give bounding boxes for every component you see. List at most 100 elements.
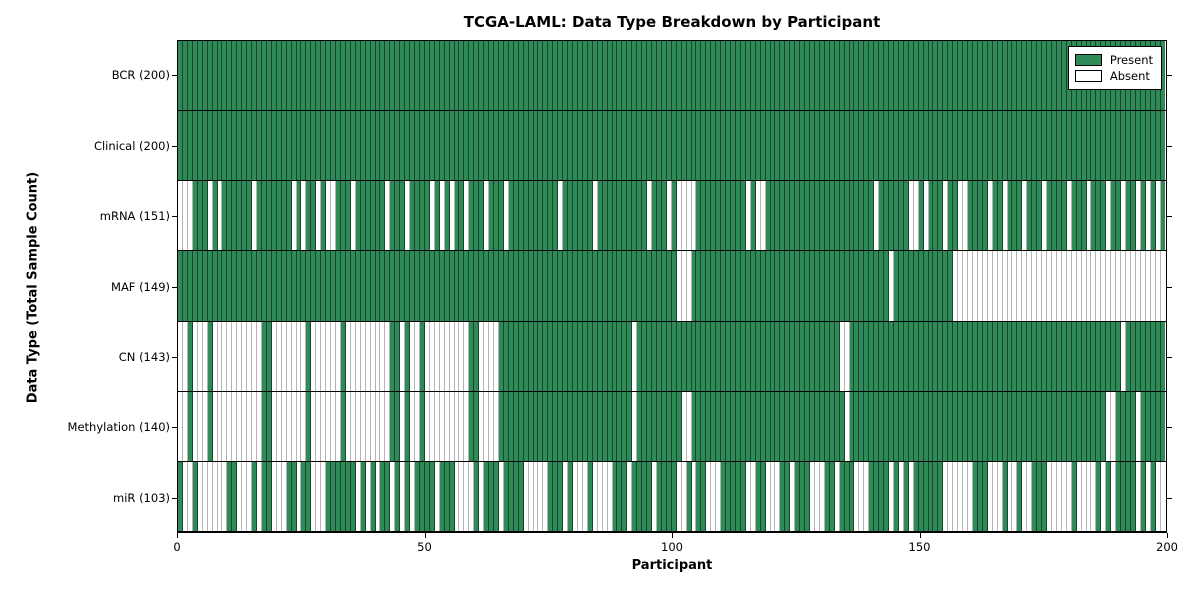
heatmap-cell <box>405 251 411 321</box>
heatmap-cell <box>691 461 697 531</box>
heatmap-cell <box>726 181 731 251</box>
heatmap-cell <box>271 461 277 531</box>
heatmap-cell <box>247 111 253 181</box>
heatmap-cell <box>419 181 425 251</box>
heatmap-cell <box>573 41 578 111</box>
heatmap-cell <box>252 181 257 251</box>
heatmap-cell <box>429 181 435 251</box>
heatmap-cell <box>385 391 391 461</box>
heatmap-cell <box>513 41 519 111</box>
heatmap-cell <box>1126 251 1131 321</box>
heatmap-cell <box>972 181 978 251</box>
heatmap-cell <box>380 41 386 111</box>
heatmap-cell <box>681 41 687 111</box>
heatmap-cell <box>696 251 702 321</box>
heatmap-cell <box>844 41 850 111</box>
heatmap-cell <box>266 111 272 181</box>
heatmap-cell <box>977 391 983 461</box>
heatmap-cell <box>375 41 381 111</box>
y-tick-mark <box>1167 427 1172 429</box>
heatmap-cell <box>573 321 578 391</box>
heatmap-cell <box>869 391 875 461</box>
heatmap-cell <box>568 461 573 531</box>
heatmap-cell <box>227 461 233 531</box>
heatmap-cell <box>642 41 648 111</box>
heatmap-cell <box>1007 41 1013 111</box>
heatmap-cell <box>380 111 386 181</box>
heatmap-cell <box>884 461 889 531</box>
heatmap-cell <box>765 251 771 321</box>
heatmap-cell <box>375 321 381 391</box>
heatmap-cell <box>321 251 327 321</box>
heatmap-cell <box>212 251 218 321</box>
heatmap-cell <box>1071 111 1077 181</box>
heatmap-cell <box>795 251 801 321</box>
heatmap-cell <box>632 391 638 461</box>
heatmap-cell <box>1081 461 1087 531</box>
heatmap-cell <box>370 111 376 181</box>
heatmap-cell <box>498 321 504 391</box>
heatmap-cell <box>410 251 415 321</box>
heatmap-cell <box>1056 461 1062 531</box>
heatmap-row-Methylation <box>178 391 1166 462</box>
heatmap-cell <box>296 461 302 531</box>
heatmap-cell <box>849 251 855 321</box>
heatmap-cell <box>666 181 672 251</box>
heatmap-cell <box>923 391 929 461</box>
heatmap-cell <box>1121 111 1126 181</box>
heatmap-cell <box>1140 111 1146 181</box>
heatmap-cell <box>350 181 356 251</box>
heatmap-cell <box>415 251 420 321</box>
heatmap-cell <box>558 461 564 531</box>
heatmap-cell <box>597 461 603 531</box>
heatmap-cell <box>923 321 929 391</box>
heatmap-cell <box>434 111 440 181</box>
heatmap-cell <box>1056 111 1062 181</box>
heatmap-cell <box>345 251 351 321</box>
heatmap-cell <box>415 181 420 251</box>
heatmap-cell <box>331 321 336 391</box>
heatmap-cell <box>390 321 396 391</box>
heatmap-cell <box>370 461 376 531</box>
heatmap-cell <box>637 41 643 111</box>
heatmap-cell <box>459 461 465 531</box>
heatmap-cell <box>182 391 188 461</box>
heatmap-cell <box>390 251 396 321</box>
heatmap-cell <box>424 251 430 321</box>
heatmap-cell <box>652 181 657 251</box>
heatmap-cell <box>1037 461 1043 531</box>
heatmap-cell <box>780 111 786 181</box>
heatmap-row-Clinical <box>178 111 1166 182</box>
heatmap-cell <box>182 251 188 321</box>
heatmap-cell <box>652 111 657 181</box>
heatmap-cell <box>242 251 248 321</box>
heatmap-cell <box>1056 181 1062 251</box>
heatmap-cell <box>1017 111 1023 181</box>
heatmap-cell <box>311 461 317 531</box>
heatmap-cell <box>834 41 840 111</box>
heatmap-cell <box>340 391 346 461</box>
heatmap-cell <box>948 251 954 321</box>
heatmap-cell <box>889 41 894 111</box>
heatmap-cell <box>306 461 312 531</box>
heatmap-cell <box>706 461 712 531</box>
heatmap-cell <box>187 391 193 461</box>
heatmap-cell <box>711 461 717 531</box>
heatmap-cell <box>405 391 411 461</box>
heatmap-cell <box>474 181 480 251</box>
heatmap-cell <box>400 461 406 531</box>
heatmap-cell <box>1032 111 1038 181</box>
heatmap-cell <box>617 461 623 531</box>
heatmap-cell <box>375 251 381 321</box>
heatmap-cell <box>410 391 415 461</box>
heatmap-cell <box>726 391 731 461</box>
heatmap-cell <box>192 41 198 111</box>
heatmap-cell <box>652 41 657 111</box>
heatmap-cell <box>721 111 727 181</box>
heatmap-cell <box>1126 461 1131 531</box>
heatmap-cell <box>681 111 687 181</box>
heatmap-cell <box>1012 321 1018 391</box>
heatmap-cell <box>271 41 277 111</box>
heatmap-cell <box>647 181 652 251</box>
heatmap-cell <box>740 41 746 111</box>
